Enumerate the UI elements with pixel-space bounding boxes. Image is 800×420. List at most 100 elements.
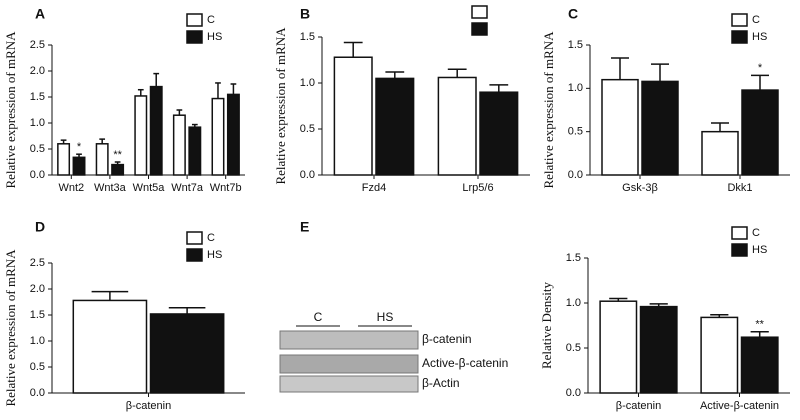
bar bbox=[149, 313, 225, 394]
error-bar bbox=[60, 139, 67, 144]
x-tick-label: Wnt3a bbox=[94, 182, 127, 194]
y-tick-label: 2.5 bbox=[30, 257, 45, 269]
error-bar bbox=[76, 153, 82, 158]
bar bbox=[740, 336, 779, 394]
bar bbox=[375, 77, 415, 176]
y-tick-label: 1.5 bbox=[566, 252, 581, 264]
y-tick-label: 1.0 bbox=[30, 117, 45, 129]
significance-label: * bbox=[77, 141, 82, 153]
error-bar bbox=[99, 138, 106, 144]
panel-letter: D bbox=[35, 219, 45, 235]
blot-band bbox=[279, 375, 419, 393]
significance-label: ** bbox=[755, 319, 764, 331]
error-bar bbox=[651, 63, 669, 82]
error-bar bbox=[137, 88, 144, 96]
bar bbox=[226, 93, 240, 176]
error-bar bbox=[447, 68, 467, 78]
x-tick-label: β-catenin bbox=[126, 400, 171, 412]
legend-swatch bbox=[186, 248, 203, 262]
bar-chart: B Relative expression of mRNA 0.0 0.5 1.0 1.5… bbox=[273, 5, 530, 194]
legend-label: C bbox=[207, 232, 215, 244]
legend-swatch bbox=[186, 13, 203, 27]
error-bar bbox=[168, 306, 206, 314]
band-label: Active-β-catenin bbox=[422, 356, 508, 370]
legend-swatch bbox=[471, 5, 488, 19]
bar bbox=[111, 163, 125, 176]
y-tick-label: 2.5 bbox=[30, 39, 45, 51]
y-tick-label: 0.5 bbox=[300, 123, 315, 135]
y-tick-label: 0.0 bbox=[30, 387, 45, 399]
bar bbox=[134, 95, 148, 176]
significance-label: ** bbox=[113, 149, 122, 161]
bar bbox=[95, 143, 109, 176]
legend-swatch bbox=[186, 231, 203, 245]
y-tick-label: 1.0 bbox=[300, 77, 315, 89]
bar bbox=[437, 76, 477, 176]
x-tick-label: Wnt7b bbox=[210, 182, 242, 194]
y-axis-label: Relative expression of mRNA bbox=[3, 31, 18, 189]
x-tick-label: Dkk1 bbox=[727, 182, 752, 194]
error-bar bbox=[750, 331, 769, 338]
y-axis-label: Relative expression of mRNA bbox=[541, 31, 556, 189]
x-tick-label: Lrp5/6 bbox=[462, 182, 493, 194]
error-bar bbox=[153, 72, 160, 87]
group-label: HS bbox=[377, 310, 394, 324]
y-tick-label: 0.5 bbox=[30, 361, 45, 373]
y-axis-label: Relative expression of mRNA bbox=[3, 249, 18, 407]
error-bar bbox=[385, 71, 405, 79]
legend-label: HS bbox=[207, 31, 222, 43]
bar bbox=[172, 114, 186, 176]
y-tick-label: 1.5 bbox=[300, 31, 315, 43]
error-bar bbox=[191, 123, 198, 128]
error-bar bbox=[215, 82, 221, 99]
bar bbox=[72, 299, 148, 394]
error-bar bbox=[710, 313, 729, 318]
panel-letter: A bbox=[35, 6, 45, 22]
y-tick-label: 1.5 bbox=[30, 91, 45, 103]
panel-letter: B bbox=[300, 6, 310, 22]
blot-band bbox=[279, 354, 419, 374]
blot-band bbox=[279, 330, 419, 350]
bar bbox=[601, 78, 639, 176]
bar bbox=[479, 91, 519, 176]
legend-swatch bbox=[731, 226, 748, 240]
legend-swatch bbox=[186, 30, 203, 44]
bar bbox=[211, 97, 225, 176]
x-tick-label: Active-β-catenin bbox=[700, 400, 779, 412]
bar bbox=[599, 300, 638, 394]
error-bar bbox=[230, 83, 237, 95]
error-bar bbox=[343, 41, 363, 58]
band-label: β-catenin bbox=[422, 332, 472, 346]
error-bar bbox=[91, 290, 129, 301]
y-tick-label: 0.0 bbox=[566, 387, 581, 399]
bar bbox=[741, 89, 779, 176]
bar bbox=[72, 156, 86, 176]
legend-label: C bbox=[207, 14, 215, 26]
y-tick-label: 2.0 bbox=[30, 283, 45, 295]
y-tick-label: 0.5 bbox=[568, 126, 583, 138]
bar bbox=[639, 305, 678, 394]
y-tick-label: 1.0 bbox=[30, 335, 45, 347]
y-axis-label: Relative expression of mRNA bbox=[273, 27, 288, 185]
y-tick-label: 1.5 bbox=[30, 309, 45, 321]
error-bar bbox=[489, 84, 509, 93]
y-tick-label: 0.5 bbox=[566, 342, 581, 354]
group-label: C bbox=[314, 310, 323, 324]
bar-chart: Relative Density 0.0 0.5 1.0 1.5 β-catenin Act… bbox=[539, 226, 790, 412]
x-tick-label: Wnt7a bbox=[171, 182, 204, 194]
y-tick-label: 0.0 bbox=[568, 169, 583, 181]
legend-swatch bbox=[731, 243, 748, 257]
bar-chart: A Relative expression of mRNA 0.0 0.5 1.0 1.5… bbox=[3, 6, 245, 194]
bar bbox=[149, 85, 163, 176]
legend-swatch bbox=[731, 13, 748, 27]
bar bbox=[333, 56, 373, 176]
legend-label: C bbox=[752, 14, 760, 26]
legend-label: HS bbox=[752, 31, 767, 43]
bar bbox=[57, 143, 71, 176]
error-bar bbox=[711, 122, 729, 132]
x-tick-label: Wnt2 bbox=[58, 182, 84, 194]
bar bbox=[700, 316, 739, 394]
y-tick-label: 0.0 bbox=[30, 169, 45, 181]
error-bar bbox=[751, 74, 769, 91]
legend-label: C bbox=[752, 227, 760, 239]
